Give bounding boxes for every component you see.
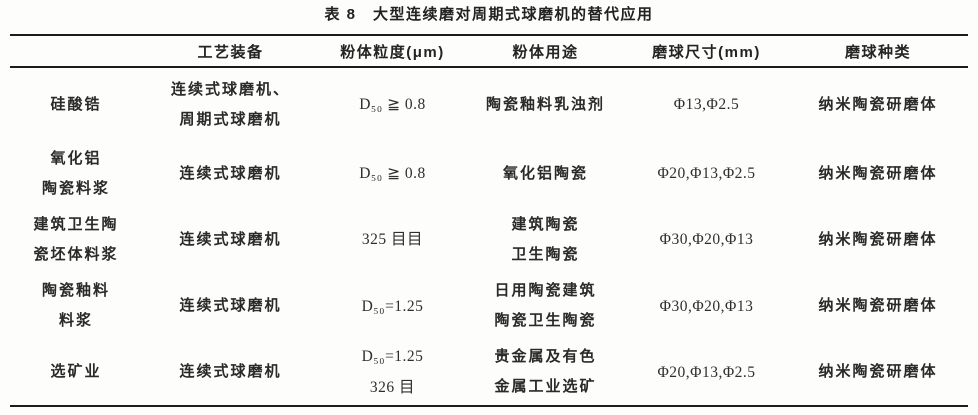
table-row: 陶瓷釉料 料浆 连续式球磨机 D₅₀=1.25 日用陶瓷建筑 陶瓷卫生陶瓷 Φ3… [10,273,968,339]
cell-ball-type: 纳米陶瓷研磨体 [818,297,938,314]
header-ball-type: 磨球种类 [844,43,911,61]
header-usage: 粉体用途 [512,43,579,61]
header-particle-size: 粉体粒度(μm) [340,43,445,61]
cell-particle-size: D₅₀ ≧ 0.8 [359,96,426,113]
table-caption: 表 8 大型连续磨对周期式球磨机的替代应用 [324,6,654,23]
cell-ball-type: 纳米陶瓷研磨体 [818,230,938,248]
header-equipment: 工艺装备 [197,43,264,61]
cell-ball-size: Φ30,Φ20,Φ13 [659,231,754,248]
data-table: 工艺装备 粉体粒度(μm) 粉体用途 磨球尺寸(mm) 磨球种类 硅酸锆 连续式… [10,34,968,407]
cell-usage: 贵金属及有色 金属工业选矿 [494,348,597,395]
cell-ball-size: Φ20,Φ13,Φ2.5 [657,165,756,182]
cell-equipment: 连续式球磨机 [179,363,282,380]
cell-particle-size: D₅₀ ≧ 0.8 [359,165,426,182]
row-category: 硅酸锆 [50,95,102,113]
cell-equipment: 连续式球磨机 [179,230,282,248]
cell-equipment: 连续式球磨机 [179,164,282,182]
row-category: 建筑卫生陶 瓷坯体料浆 [33,215,119,263]
table-header-row: 工艺装备 粉体粒度(μm) 粉体用途 磨球尺寸(mm) 磨球种类 [10,35,968,67]
header-ball-size: 磨球尺寸(mm) [652,43,761,61]
cell-particle-size: D₅₀=1.25 326 目 [361,348,424,396]
cell-ball-size: Φ13,Φ2.5 [673,96,740,113]
cell-usage: 建筑陶瓷 卫生陶瓷 [511,215,580,263]
cell-particle-size: 325 目目 [361,231,424,248]
row-category: 氧化铝 陶瓷料浆 [41,149,110,197]
cell-equipment: 连续式球磨机、 周期式球磨机 [170,80,290,128]
row-category: 选矿业 [50,363,102,380]
cell-particle-size: D₅₀=1.25 [361,297,424,315]
cell-ball-type: 纳米陶瓷研磨体 [818,164,938,182]
table-row: 硅酸锆 连续式球磨机、 周期式球磨机 D₅₀ ≧ 0.8 陶瓷釉料乳浊剂 Φ13… [10,67,968,141]
cell-usage: 氧化铝陶瓷 [502,164,588,182]
cell-ball-size: Φ30,Φ20,Φ13 [659,297,754,315]
table-row: 建筑卫生陶 瓷坯体料浆 连续式球磨机 325 目目 建筑陶瓷 卫生陶瓷 Φ30,… [10,206,968,273]
table-row: 氧化铝 陶瓷料浆 连续式球磨机 D₅₀ ≧ 0.8 氧化铝陶瓷 Φ20,Φ13,… [10,141,968,206]
cell-ball-type: 纳米陶瓷研磨体 [818,363,938,380]
cell-ball-size: Φ20,Φ13,Φ2.5 [657,363,756,381]
cell-equipment: 连续式球磨机 [179,297,282,314]
cell-ball-type: 纳米陶瓷研磨体 [818,95,938,113]
cell-usage: 陶瓷釉料乳浊剂 [485,95,605,113]
header-row-label [10,35,142,67]
cell-usage: 日用陶瓷建筑 陶瓷卫生陶瓷 [494,282,597,329]
table-row: 选矿业 连续式球磨机 D₅₀=1.25 326 目 贵金属及有色 金属工业选矿 … [10,339,968,406]
row-category: 陶瓷釉料 料浆 [41,282,110,329]
